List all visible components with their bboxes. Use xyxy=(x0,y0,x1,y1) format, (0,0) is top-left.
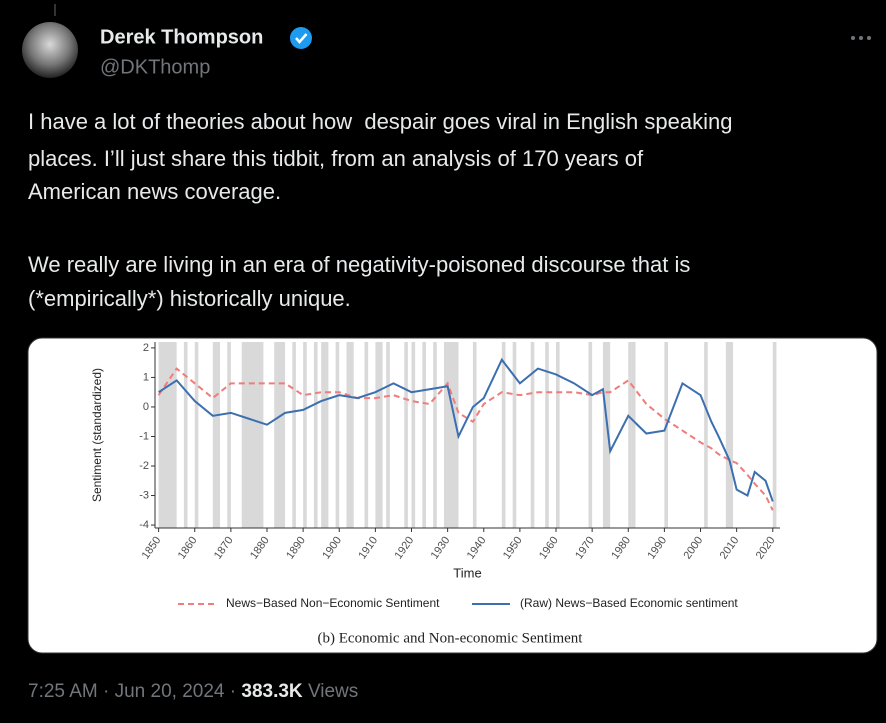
tweet-text-line: We really are living in an era of negati… xyxy=(28,252,690,277)
shaded-period xyxy=(194,342,199,528)
shaded-period xyxy=(422,342,426,528)
avatar[interactable] xyxy=(22,22,78,78)
tweet-text-line: American news coverage. xyxy=(28,179,281,204)
shaded-period xyxy=(433,342,437,528)
x-axis-label: Time xyxy=(453,565,481,580)
shaded-period xyxy=(631,342,636,528)
shaded-period xyxy=(530,342,535,528)
shaded-period xyxy=(628,342,632,528)
series-line xyxy=(157,367,774,511)
author-handle[interactable]: @DKThomp xyxy=(100,56,210,78)
shaded-period xyxy=(556,342,560,528)
post-date[interactable]: Jun 20, 2024 xyxy=(115,681,225,702)
separator: · xyxy=(103,681,109,702)
shaded-period xyxy=(364,342,369,528)
shaded-period xyxy=(404,342,408,528)
shaded-period xyxy=(212,342,221,528)
shaded-period xyxy=(664,342,669,528)
series-line xyxy=(158,357,774,502)
shaded-period xyxy=(588,342,593,528)
shaded-period xyxy=(183,342,188,528)
shaded-period xyxy=(512,342,517,528)
shaded-period xyxy=(375,342,383,528)
shaded-period xyxy=(411,342,416,528)
shaded-period xyxy=(313,342,318,528)
chart-caption: (b) Economic and Non-economic Sentiment xyxy=(318,630,584,646)
tweet-text-line: (*empirically*) historically unique. xyxy=(28,286,351,311)
y-tick-label: -2 xyxy=(139,460,149,472)
shaded-period xyxy=(501,342,506,528)
tweet-text-line: I have a lot of theories about how despa… xyxy=(28,109,732,134)
y-tick-label: 0 xyxy=(143,401,149,413)
y-axis-label: Sentiment (standardized) xyxy=(90,368,104,502)
shaded-period xyxy=(444,342,459,528)
legend-label: News−Based Non−Economic Sentiment xyxy=(226,596,440,610)
shaded-period xyxy=(772,342,777,528)
y-tick-label: 2 xyxy=(143,342,149,354)
legend-label: (Raw) News−Based Economic sentiment xyxy=(520,596,738,610)
y-tick-label: -4 xyxy=(139,519,149,531)
tweet-meta: 7:25 AM · Jun 20, 2024 · 383.3K Views xyxy=(28,681,364,702)
shaded-period xyxy=(158,342,177,528)
verified-badge xyxy=(290,27,312,49)
shaded-period xyxy=(292,342,296,528)
more-menu[interactable] xyxy=(851,36,871,40)
shaded-period xyxy=(725,342,734,528)
y-tick-label: -1 xyxy=(139,430,149,442)
post-time[interactable]: 7:25 AM xyxy=(28,681,98,702)
shaded-period xyxy=(335,342,340,528)
shaded-period xyxy=(602,342,611,528)
tweet-text-line: places. I’ll just share this tidbit, fro… xyxy=(28,146,644,171)
shaded-period xyxy=(321,342,329,528)
y-tick-label: -3 xyxy=(139,489,149,501)
shaded-period xyxy=(704,342,708,528)
shaded-period xyxy=(303,342,307,528)
y-tick-label: 1 xyxy=(143,371,149,383)
views-label: Views xyxy=(308,681,358,702)
shaded-period xyxy=(346,342,354,528)
shaded-period xyxy=(227,342,231,528)
shaded-period xyxy=(386,342,390,528)
author-name[interactable]: Derek Thompson xyxy=(100,26,263,48)
shaded-period xyxy=(545,342,549,528)
shaded-period xyxy=(241,342,264,528)
shaded-period xyxy=(274,342,286,528)
shaded-period xyxy=(472,342,477,528)
views-count: 383.3K xyxy=(241,681,303,702)
separator: · xyxy=(230,681,236,702)
